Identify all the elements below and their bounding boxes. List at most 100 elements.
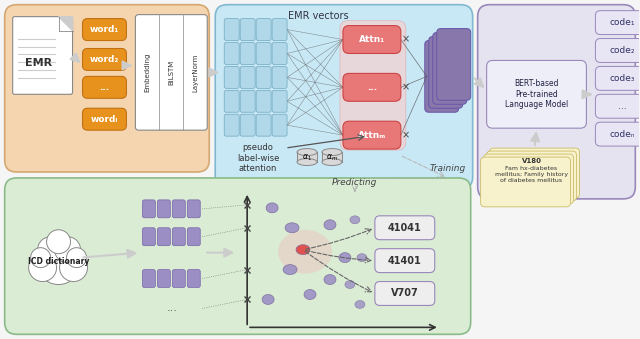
FancyBboxPatch shape (83, 108, 127, 130)
FancyBboxPatch shape (224, 19, 239, 41)
FancyBboxPatch shape (343, 74, 401, 101)
Ellipse shape (278, 230, 332, 274)
Circle shape (31, 248, 51, 267)
Text: ×: × (402, 82, 410, 92)
FancyBboxPatch shape (224, 90, 239, 112)
Circle shape (38, 237, 63, 263)
FancyBboxPatch shape (83, 19, 127, 41)
FancyBboxPatch shape (188, 228, 200, 246)
FancyBboxPatch shape (256, 42, 271, 64)
FancyBboxPatch shape (188, 270, 200, 287)
FancyBboxPatch shape (142, 270, 156, 287)
Text: Attn₁: Attn₁ (359, 35, 385, 44)
Text: EMR: EMR (25, 58, 52, 68)
FancyBboxPatch shape (486, 60, 586, 128)
FancyBboxPatch shape (375, 216, 435, 240)
FancyBboxPatch shape (272, 114, 287, 136)
FancyBboxPatch shape (256, 90, 271, 112)
FancyBboxPatch shape (425, 41, 459, 112)
Text: EMR vectors: EMR vectors (288, 11, 348, 21)
FancyBboxPatch shape (83, 76, 127, 98)
FancyBboxPatch shape (481, 157, 570, 207)
FancyBboxPatch shape (256, 19, 271, 41)
Ellipse shape (357, 254, 367, 262)
Text: BERT-based
Pre-trained
Language Model: BERT-based Pre-trained Language Model (505, 79, 568, 109)
Circle shape (29, 254, 56, 281)
Text: pseudo
label-wise
attention: pseudo label-wise attention (237, 143, 279, 173)
Text: Fam hx-diabetes
mellitus; Family history
of diabetes mellitus: Fam hx-diabetes mellitus; Family history… (495, 166, 568, 183)
FancyBboxPatch shape (224, 42, 239, 64)
Polygon shape (59, 17, 72, 31)
Text: Attnₘ: Attnₘ (358, 131, 386, 140)
Text: Training: Training (429, 163, 466, 173)
FancyBboxPatch shape (157, 228, 170, 246)
FancyBboxPatch shape (272, 66, 287, 88)
Ellipse shape (345, 281, 355, 288)
Text: code₂: code₂ (609, 46, 635, 55)
FancyBboxPatch shape (595, 94, 640, 118)
FancyBboxPatch shape (224, 114, 239, 136)
FancyBboxPatch shape (157, 270, 170, 287)
Text: V180: V180 (522, 158, 541, 164)
Text: word₂: word₂ (90, 55, 119, 64)
FancyBboxPatch shape (215, 5, 473, 189)
FancyBboxPatch shape (136, 15, 207, 130)
FancyBboxPatch shape (490, 148, 579, 198)
Text: LayerNorm: LayerNorm (192, 53, 198, 92)
Text: BiLSTM: BiLSTM (168, 60, 174, 85)
Circle shape (54, 237, 81, 263)
FancyBboxPatch shape (375, 249, 435, 273)
FancyBboxPatch shape (83, 48, 127, 71)
Text: 41041: 41041 (388, 223, 422, 233)
FancyBboxPatch shape (595, 66, 640, 90)
FancyBboxPatch shape (595, 11, 640, 35)
Text: wordₗ: wordₗ (91, 115, 118, 124)
Text: word₁: word₁ (90, 25, 119, 34)
Ellipse shape (324, 220, 336, 230)
Ellipse shape (283, 265, 297, 275)
FancyBboxPatch shape (272, 19, 287, 41)
FancyBboxPatch shape (240, 42, 255, 64)
FancyBboxPatch shape (477, 5, 636, 199)
Ellipse shape (297, 148, 317, 156)
FancyBboxPatch shape (256, 114, 271, 136)
FancyBboxPatch shape (240, 114, 255, 136)
Text: code₃: code₃ (609, 74, 635, 83)
Text: ×: × (402, 35, 410, 44)
FancyBboxPatch shape (224, 66, 239, 88)
FancyBboxPatch shape (172, 228, 186, 246)
Text: Embedding: Embedding (145, 53, 150, 92)
FancyBboxPatch shape (595, 122, 640, 146)
FancyBboxPatch shape (375, 281, 435, 305)
Circle shape (36, 241, 81, 284)
Ellipse shape (304, 290, 316, 299)
Text: ...: ... (99, 83, 109, 92)
FancyBboxPatch shape (343, 25, 401, 54)
FancyBboxPatch shape (484, 154, 573, 204)
Text: V707: V707 (391, 288, 419, 299)
FancyBboxPatch shape (188, 200, 200, 218)
Ellipse shape (355, 300, 365, 308)
Ellipse shape (350, 216, 360, 224)
FancyBboxPatch shape (240, 90, 255, 112)
Circle shape (47, 230, 70, 254)
FancyBboxPatch shape (340, 21, 406, 150)
Text: ...: ... (618, 102, 627, 111)
FancyBboxPatch shape (343, 121, 401, 149)
Ellipse shape (339, 253, 351, 263)
FancyBboxPatch shape (157, 200, 170, 218)
FancyBboxPatch shape (256, 66, 271, 88)
Circle shape (60, 254, 88, 281)
FancyBboxPatch shape (433, 33, 467, 104)
FancyBboxPatch shape (272, 42, 287, 64)
Ellipse shape (322, 148, 342, 156)
Text: ...: ... (367, 83, 377, 92)
FancyBboxPatch shape (142, 228, 156, 246)
FancyBboxPatch shape (429, 37, 463, 108)
FancyBboxPatch shape (595, 39, 640, 62)
FancyBboxPatch shape (13, 17, 72, 94)
FancyBboxPatch shape (486, 151, 577, 201)
Text: ...: ... (167, 303, 178, 314)
FancyBboxPatch shape (240, 19, 255, 41)
FancyBboxPatch shape (142, 200, 156, 218)
